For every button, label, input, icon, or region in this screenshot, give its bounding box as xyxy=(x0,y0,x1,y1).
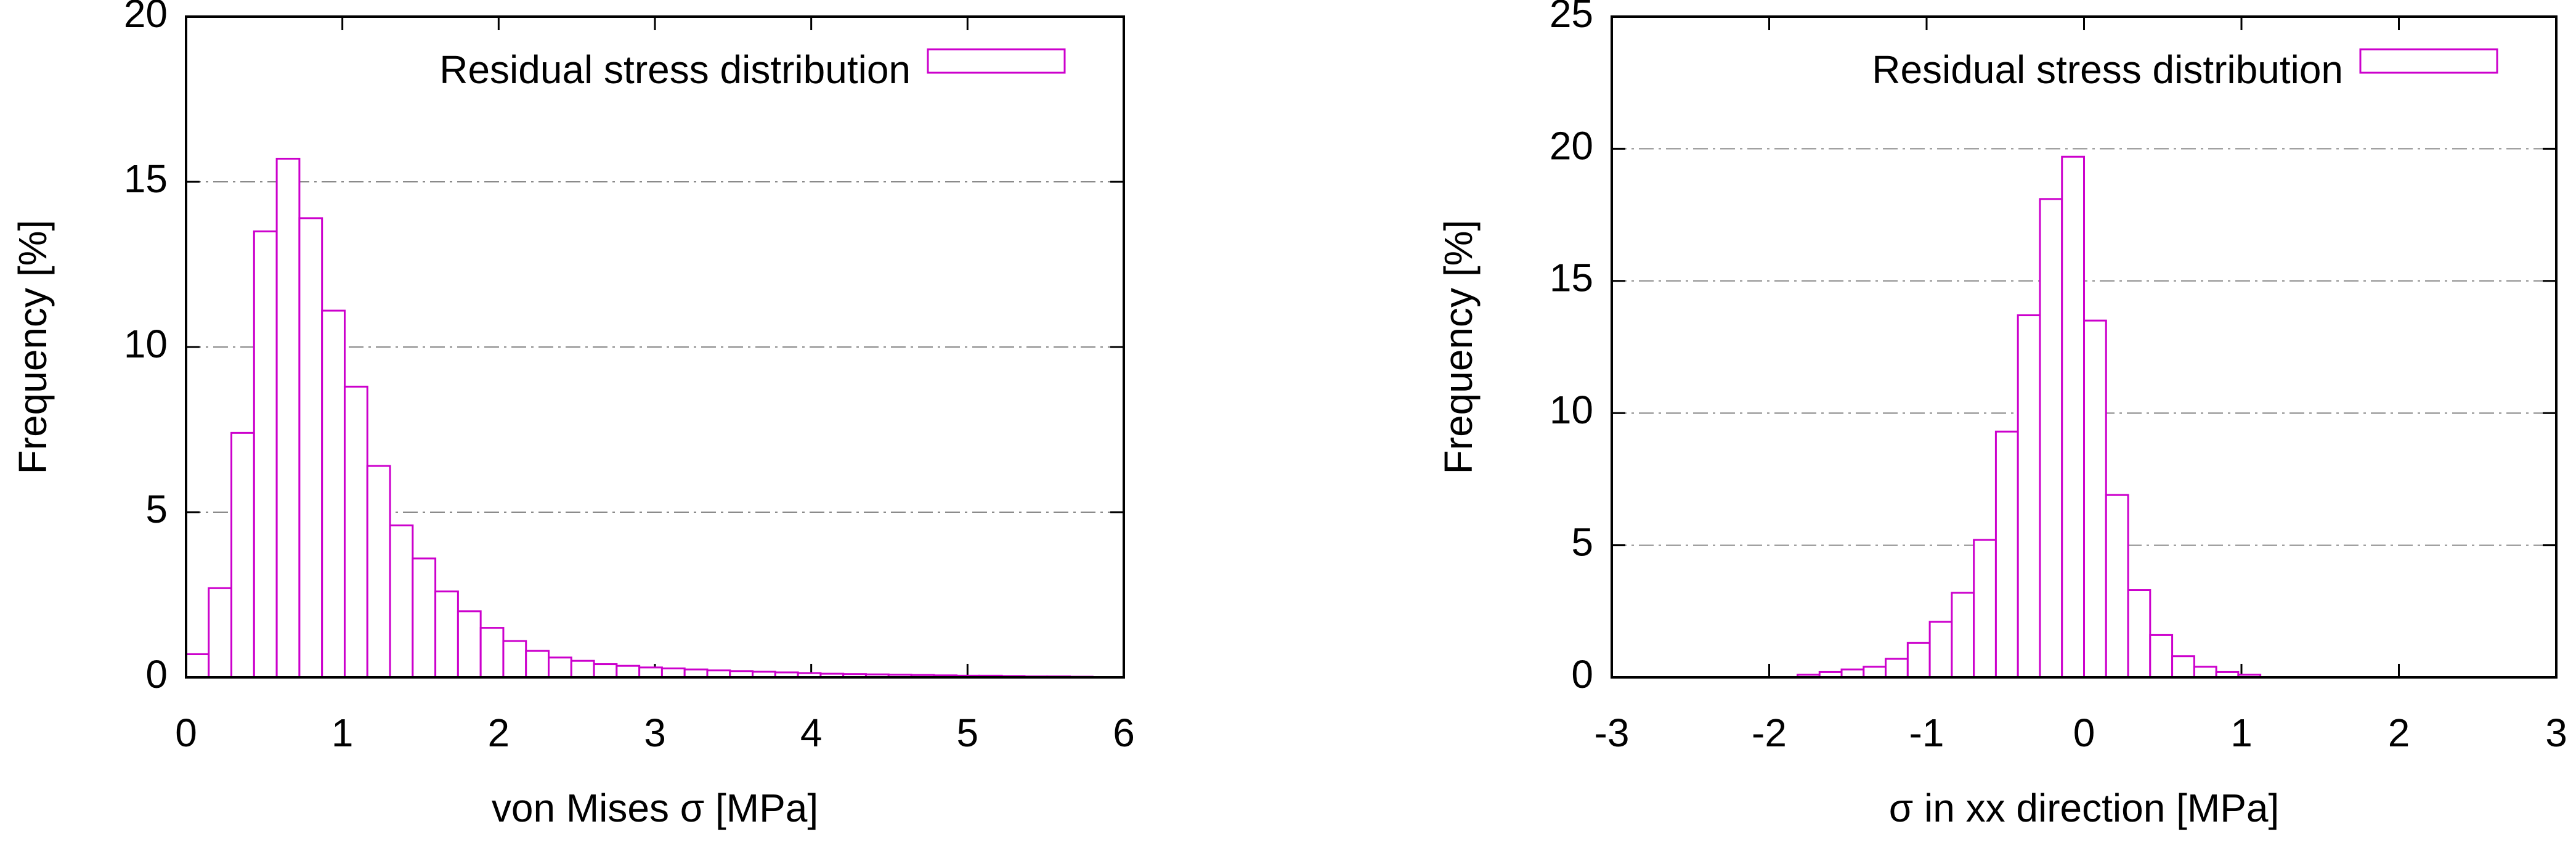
bar xyxy=(2083,319,2107,679)
y-tick-label: 25 xyxy=(1550,0,1593,36)
x-axis-label: von Mises σ [MPa] xyxy=(492,786,818,830)
bar xyxy=(208,587,233,679)
legend-label: Residual stress distribution xyxy=(1872,47,2343,92)
y-tick-label: 15 xyxy=(1550,256,1593,300)
bar xyxy=(434,590,459,679)
bar xyxy=(638,666,663,679)
bar xyxy=(343,385,368,679)
bar xyxy=(525,650,550,679)
bar xyxy=(389,524,414,679)
y-tick-label: 0 xyxy=(1571,652,1593,696)
x-tick-label: 3 xyxy=(644,711,666,755)
plot-frame xyxy=(1611,15,2558,679)
x-tick-label: 3 xyxy=(2545,711,2567,755)
y-axis-label: Frequency [%] xyxy=(1436,220,1481,475)
bar xyxy=(298,217,323,679)
bar xyxy=(2171,655,2195,679)
bar xyxy=(321,309,346,679)
x-tick-label: 2 xyxy=(2388,711,2410,755)
x-tick-label: 2 xyxy=(488,711,510,755)
x-tick-label: -2 xyxy=(1752,711,1787,755)
legend-label: Residual stress distribution xyxy=(439,47,911,92)
chart: 0 5 10 15 20 25 -3 -2 -1 0 1 2 3 σ in xx direction [M… xyxy=(1436,0,2567,830)
bar xyxy=(1951,592,1975,679)
x-tick-label: 1 xyxy=(2230,711,2253,755)
bar xyxy=(2193,666,2217,679)
bar xyxy=(479,627,505,679)
x-tick-label: 0 xyxy=(2073,711,2095,755)
bar xyxy=(1885,658,1909,679)
x-tick-label: 5 xyxy=(957,711,979,755)
x-tick-label: -1 xyxy=(1909,711,1944,755)
bar xyxy=(1994,430,2019,679)
y-tick-label: 15 xyxy=(124,157,168,201)
bar xyxy=(230,431,255,679)
bar xyxy=(1973,539,1997,679)
bar xyxy=(1928,621,1953,679)
bar xyxy=(548,656,572,679)
bar xyxy=(502,640,527,679)
x-tick-label: -3 xyxy=(1595,711,1630,755)
bar xyxy=(253,230,278,679)
bar xyxy=(616,664,641,679)
y-tick-label: 10 xyxy=(1550,388,1593,432)
bar xyxy=(2039,198,2063,679)
bar xyxy=(412,557,437,679)
x-tick-label: 1 xyxy=(331,711,354,755)
bar xyxy=(2105,494,2129,679)
bar xyxy=(2017,314,2041,679)
bar xyxy=(2061,155,2085,679)
bar xyxy=(2127,589,2151,679)
plot-frame xyxy=(185,15,1125,679)
y-tick-label: 5 xyxy=(145,487,168,531)
x-tick-label: 4 xyxy=(800,711,823,755)
y-tick-label: 0 xyxy=(145,652,168,696)
x-tick-label: 6 xyxy=(1113,711,1135,755)
legend-swatch xyxy=(927,48,1066,74)
bar xyxy=(2149,634,2174,679)
chart: 0 5 10 15 20 0 1 2 3 4 5 6 von Mises σ [MPa] Frequenc… xyxy=(10,0,1135,830)
y-tick-label: 10 xyxy=(124,322,168,366)
bar xyxy=(660,667,686,679)
y-axis-label: Frequency [%] xyxy=(10,220,55,475)
x-tick-label: 0 xyxy=(175,711,197,755)
bar xyxy=(593,663,618,679)
y-tick-label: 5 xyxy=(1571,520,1593,565)
legend-swatch xyxy=(2359,48,2498,74)
y-tick-label: 20 xyxy=(124,0,168,36)
bar xyxy=(1863,666,1887,679)
bar xyxy=(570,659,595,679)
bar xyxy=(185,653,210,679)
bar xyxy=(275,157,301,679)
y-tick-label: 20 xyxy=(1550,123,1593,168)
bar xyxy=(457,610,482,679)
bar xyxy=(1906,642,1931,679)
bar xyxy=(366,465,391,679)
x-axis-label: σ in xx direction [MPa] xyxy=(1889,786,2280,830)
